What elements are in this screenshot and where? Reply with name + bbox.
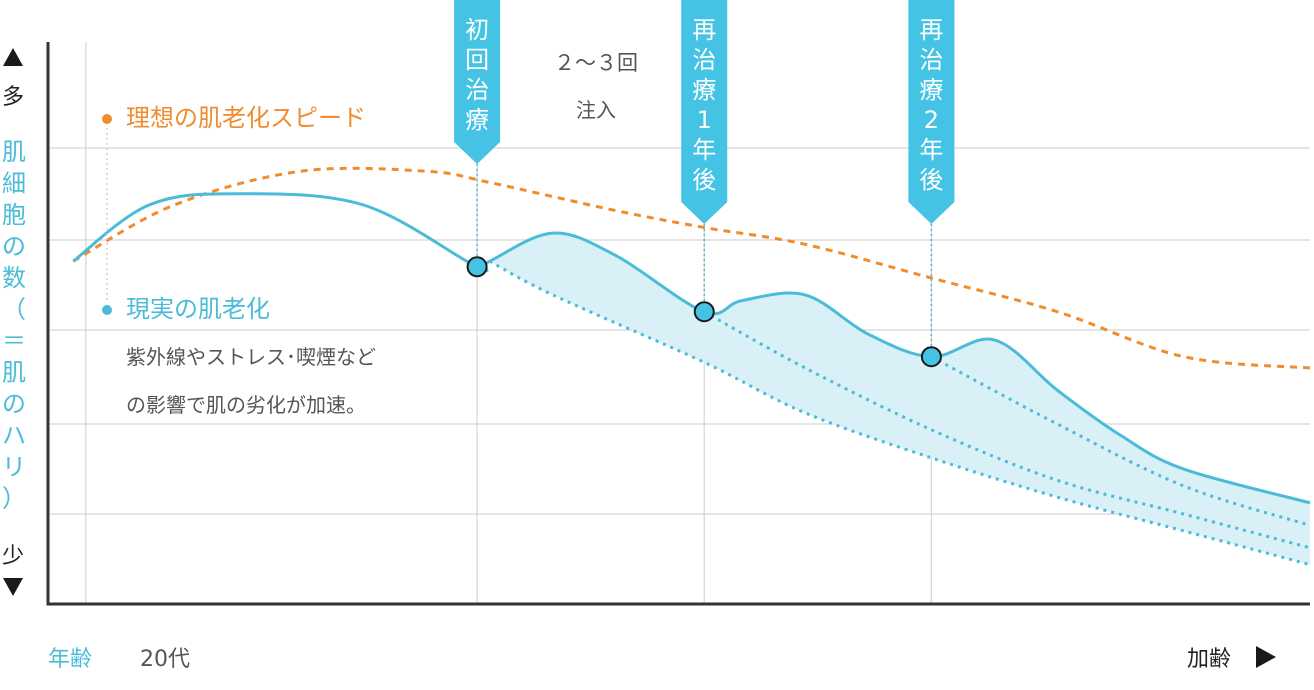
marker-char: 後 — [692, 166, 716, 194]
arrow-down-icon — [3, 578, 23, 596]
y-axis-title-char: リ — [2, 453, 26, 481]
y-axis-title-char: 肌 — [2, 359, 26, 387]
series-line-0 — [72, 166, 1311, 370]
injection-note-line1: ２～３回 — [554, 51, 638, 75]
marker-char: 2 — [924, 106, 939, 134]
y-axis-title-char: ハ — [2, 422, 26, 450]
marker-char: 療 — [919, 76, 943, 104]
legend-label-1: 現実の肌老化 — [126, 295, 270, 323]
legend-label-0: 理想の肌老化スピード — [126, 104, 366, 132]
marker-char: 後 — [919, 166, 943, 194]
marker-char: 治 — [465, 76, 489, 104]
marker-char: 治 — [919, 46, 943, 74]
marker-char: 年 — [919, 136, 943, 164]
injection-note-line2: 注入 — [576, 98, 616, 122]
x-axis-end-label: 加齢 — [1187, 647, 1231, 672]
y-axis-title-char: の — [2, 390, 26, 418]
treatment-point-1 — [693, 301, 715, 323]
marker-char: 治 — [692, 46, 716, 74]
x-axis-label: 年齢 — [48, 647, 92, 672]
y-axis-title-char: の — [2, 233, 26, 261]
series-line-2 — [488, 259, 1311, 567]
y-axis-title-char: ） — [2, 485, 26, 513]
y-axis-bottom-label: 少 — [2, 544, 24, 569]
marker-char: 回 — [465, 46, 489, 74]
marker-flag — [454, 0, 501, 164]
y-axis-title-char: 肌 — [2, 138, 26, 166]
marker-char: 療 — [692, 76, 716, 104]
y-axis-title-char: 胞 — [2, 201, 26, 229]
marker-char: 療 — [465, 106, 489, 134]
legend-marker-0 — [102, 114, 112, 124]
x-axis-start-label: 20代 — [140, 647, 190, 672]
legend-marker-1 — [102, 305, 112, 315]
y-axis-title-char: （ — [2, 296, 26, 324]
marker-char: 再 — [692, 16, 716, 44]
treatment-benefit-area — [477, 233, 1311, 565]
marker-char: 再 — [919, 16, 943, 44]
series-line-3 — [703, 310, 1311, 550]
treatment-point-2 — [920, 346, 942, 368]
marker-flag — [681, 0, 728, 224]
marker-char: 年 — [692, 136, 716, 164]
annotation-line: 紫外線やストレス･喫煙など — [126, 345, 376, 369]
arrow-right-icon — [1256, 646, 1276, 668]
y-axis-title-char: ＝ — [2, 327, 26, 355]
treatment-point-0 — [466, 256, 488, 278]
y-axis-top-label: 多 — [2, 85, 24, 110]
marker-char: 1 — [697, 106, 712, 134]
marker-flag — [908, 0, 955, 224]
marker-char: 初 — [465, 16, 489, 44]
y-axis-title-char: 細 — [2, 170, 26, 198]
y-axis-title-char: 数 — [2, 264, 26, 292]
arrow-up-icon — [3, 48, 23, 66]
axes — [3, 42, 1310, 668]
annotation-line: の影響で肌の劣化が加速。 — [126, 393, 366, 417]
treatment-points — [466, 256, 942, 368]
